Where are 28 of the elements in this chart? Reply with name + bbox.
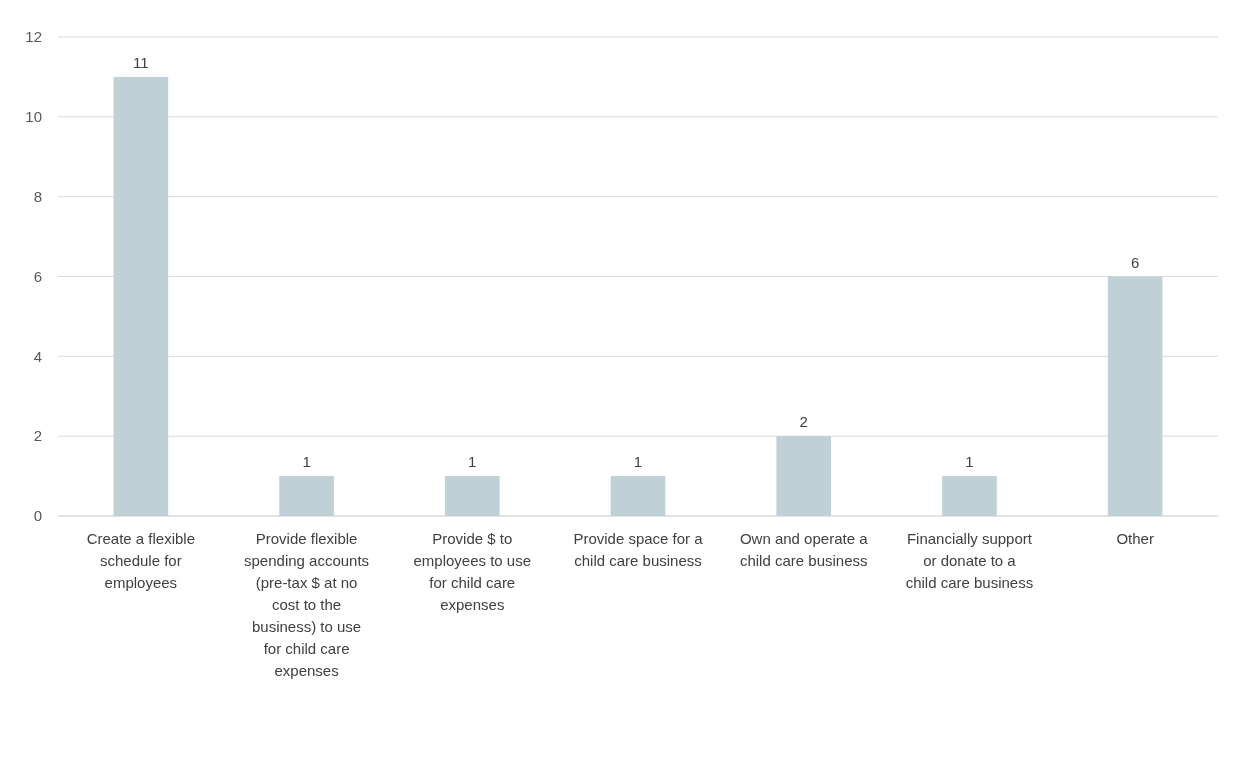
x-tick-label: Other	[1116, 530, 1154, 547]
bar	[1107, 276, 1163, 516]
bar	[113, 76, 169, 516]
bar	[444, 476, 500, 516]
bar	[279, 476, 334, 516]
y-tick-label: 8	[33, 187, 42, 205]
x-tick-label: Provide space for a child care business	[573, 530, 704, 569]
bar	[610, 476, 666, 516]
y-tick-label: 0	[33, 507, 42, 525]
data-label: 11	[133, 53, 149, 71]
data-label: 1	[468, 453, 477, 471]
data-label: 1	[302, 453, 311, 471]
data-label: 1	[633, 453, 643, 471]
x-tick-label: Own and operate a child care business	[739, 530, 869, 569]
x-tick-label: Provide $ to employees to use for child care expenses	[413, 530, 532, 613]
data-label: 1	[965, 453, 974, 471]
y-tick-label: 4	[33, 347, 42, 365]
x-tick-label: Financially support or donate to a child care business	[905, 530, 1034, 591]
y-tick-label: 10	[25, 108, 42, 126]
data-label: 2	[799, 413, 808, 431]
x-tick-label: Provide flexible spending accounts (pre-tax $ at no cost to the business) to use for child care expenses	[244, 530, 370, 679]
x-tick-label: Create a flexible schedule for employees	[86, 530, 196, 591]
bar	[776, 436, 832, 516]
data-label: 6	[1130, 253, 1140, 271]
y-tick-label: 12	[25, 28, 42, 46]
bar	[942, 476, 997, 516]
y-tick-label: 6	[33, 267, 42, 285]
y-tick-label: 2	[33, 427, 42, 445]
